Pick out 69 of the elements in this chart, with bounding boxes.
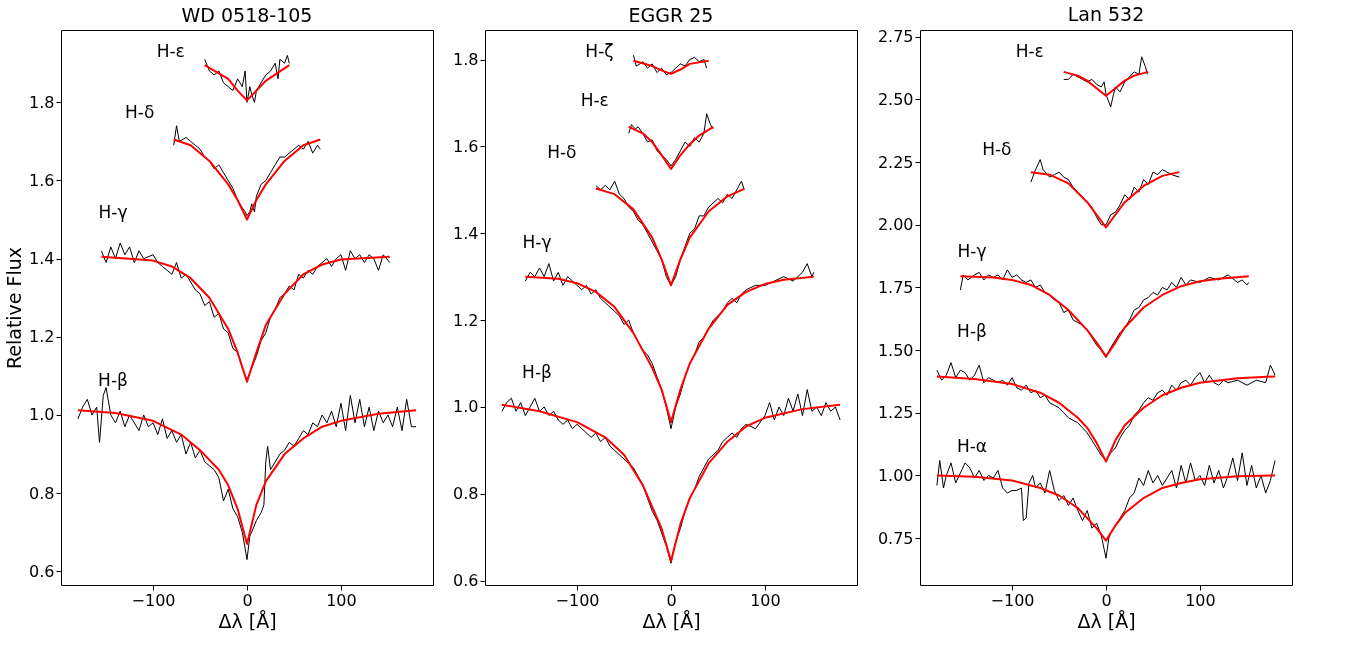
line-series (76, 409, 418, 545)
series-label: H-α (956, 436, 988, 457)
line-series (203, 64, 291, 102)
series-label: H-γ (98, 201, 128, 222)
series-label: H-ε (156, 41, 185, 61)
y-tick-label: 1.50 (877, 340, 914, 360)
x-tick-label: 0 (666, 590, 677, 610)
y-tick-label: 1.2 (29, 327, 55, 347)
y-axis-title: Relative Flux (3, 246, 26, 370)
y-tick-label: 1.0 (453, 397, 479, 417)
y-tick-label: 2.00 (877, 215, 914, 235)
series-label: H-δ (982, 139, 1012, 160)
series-label: H-γ (957, 240, 987, 261)
line-series (1029, 171, 1181, 229)
x-tick-label: −100 (555, 590, 600, 610)
chart-title: Lan 532 (1067, 2, 1145, 25)
y-tick-label: 1.00 (877, 465, 914, 485)
x-tick-label: 0 (1101, 590, 1112, 610)
series-label: H-ζ (585, 41, 614, 61)
y-tick-label: 2.50 (877, 89, 914, 109)
line-series (627, 125, 715, 170)
x-tick-label: −100 (990, 590, 1035, 610)
y-tick-label: 1.25 (877, 403, 914, 423)
series-label: H-γ (522, 232, 552, 253)
y-tick-label: 0.75 (877, 528, 914, 548)
line-series (632, 54, 708, 76)
series-label: H-β (522, 362, 552, 383)
chart-title: WD 0518-105 (181, 4, 313, 26)
y-tick-label: 1.6 (453, 136, 479, 156)
x-tick-label: 100 (750, 590, 781, 610)
chart-title: EGGR 25 (628, 4, 714, 26)
y-tick-label: 1.6 (29, 170, 55, 190)
x-tick-label: 100 (326, 590, 357, 610)
line-series (632, 59, 710, 75)
y-tick-label: 0.6 (29, 561, 55, 581)
series-label: H-δ (125, 102, 155, 123)
line-series (172, 138, 322, 221)
series-label: H-ε (580, 90, 609, 111)
line-series (1062, 70, 1150, 97)
line-series (628, 113, 714, 167)
line-series (173, 125, 321, 217)
y-tick-label: 1.2 (453, 310, 479, 330)
line-series (935, 375, 1277, 463)
x-tick-label: 0 (242, 590, 253, 610)
line-series (1063, 56, 1148, 108)
y-tick-label: 1.8 (29, 92, 55, 112)
y-tick-label: 1.4 (453, 223, 479, 243)
x-axis-title: Δλ [Å] (642, 609, 701, 632)
y-tick-label: 2.75 (877, 27, 914, 47)
line-series (936, 362, 1276, 461)
x-axis-title: Δλ [Å] (218, 609, 277, 632)
y-tick-label: 0.8 (29, 483, 55, 503)
series-label: H-ε (1015, 41, 1044, 61)
y-tick-label: 2.25 (877, 152, 914, 172)
x-tick-label: 100 (1185, 590, 1216, 610)
series-label: H-δ (547, 142, 577, 163)
y-tick-label: 0.6 (453, 571, 479, 591)
y-tick-label: 1.8 (453, 50, 479, 70)
x-axis-title: Δλ [Å] (1077, 609, 1136, 632)
x-tick-label: −100 (131, 590, 176, 610)
line-series (935, 474, 1277, 542)
line-series (204, 54, 290, 103)
series-label: H-β (98, 369, 128, 390)
line-series (936, 452, 1276, 559)
y-tick-label: 1.75 (877, 277, 914, 297)
y-tick-label: 1.0 (29, 405, 55, 425)
y-tick-label: 0.8 (453, 484, 479, 504)
series-label: H-β (957, 321, 987, 342)
y-tick-label: 1.4 (29, 249, 55, 269)
